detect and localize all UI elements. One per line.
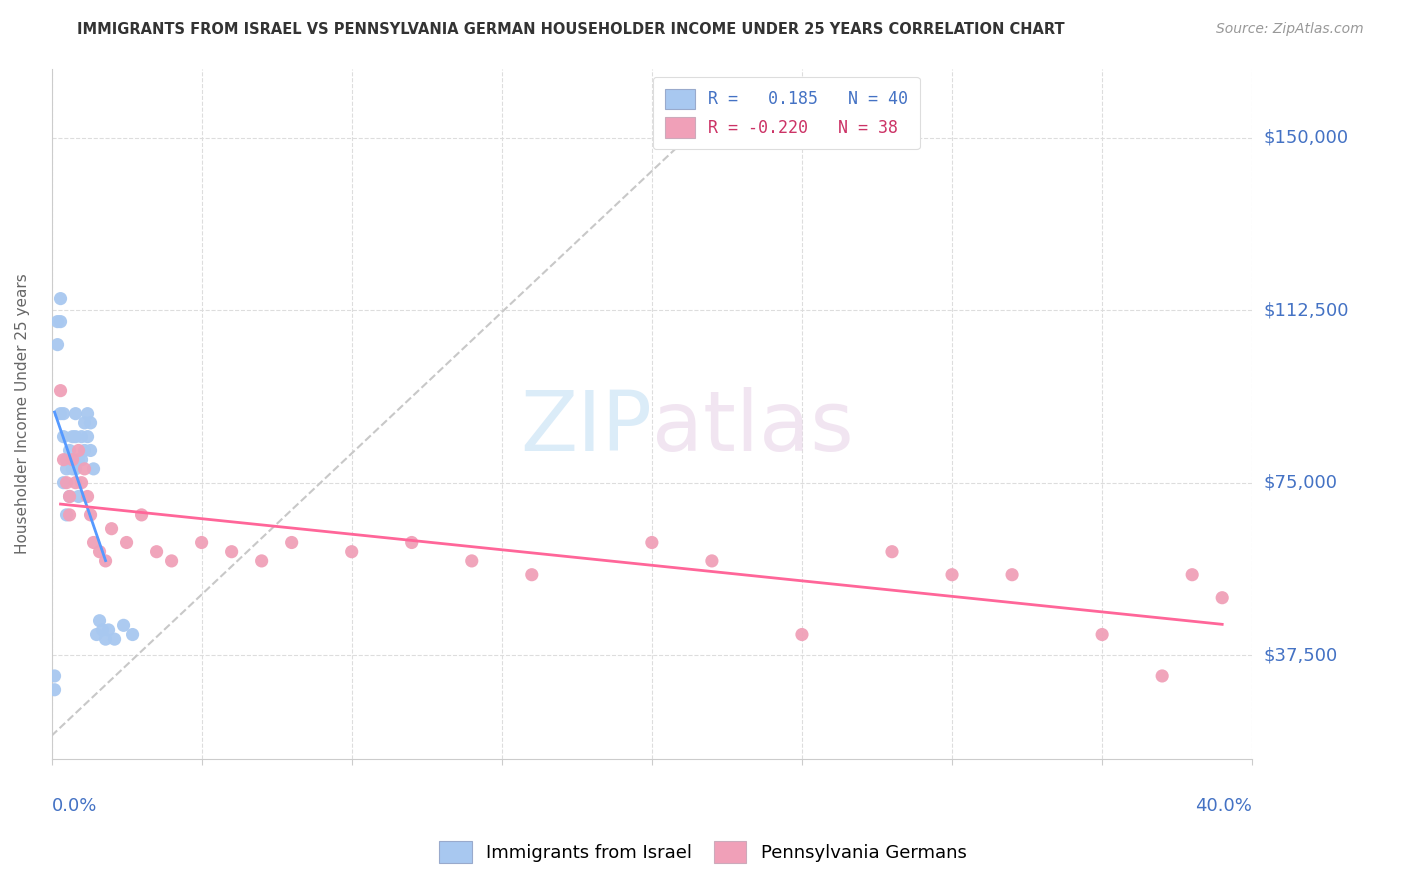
Point <box>55 462 77 476</box>
Point <box>49 315 72 329</box>
Point <box>100 522 122 536</box>
Point <box>65 430 87 444</box>
Text: IMMIGRANTS FROM ISRAEL VS PENNSYLVANIA GERMAN HOUSEHOLDER INCOME UNDER 25 YEARS : IMMIGRANTS FROM ISRAEL VS PENNSYLVANIA G… <box>77 22 1064 37</box>
Point <box>461 554 484 568</box>
Legend: R =   0.185   N = 40, R = -0.220   N = 38: R = 0.185 N = 40, R = -0.220 N = 38 <box>652 77 920 149</box>
Text: atlas: atlas <box>652 387 853 468</box>
Point <box>49 407 72 421</box>
Point <box>94 554 117 568</box>
Point <box>250 554 273 568</box>
Point <box>79 443 101 458</box>
Point <box>91 623 114 637</box>
Point <box>401 535 423 549</box>
Text: ZIP: ZIP <box>520 387 652 468</box>
Point <box>58 452 80 467</box>
Text: $75,000: $75,000 <box>1264 474 1337 491</box>
Point <box>880 545 903 559</box>
Point <box>46 315 69 329</box>
Point <box>641 535 664 549</box>
Legend: Immigrants from Israel, Pennsylvania Germans: Immigrants from Israel, Pennsylvania Ger… <box>429 830 977 874</box>
Point <box>340 545 363 559</box>
Point <box>121 627 143 641</box>
Point <box>76 490 98 504</box>
Point <box>70 475 93 490</box>
Point <box>1211 591 1233 605</box>
Point <box>44 682 66 697</box>
Point <box>145 545 167 559</box>
Y-axis label: Householder Income Under 25 years: Householder Income Under 25 years <box>15 273 30 554</box>
Text: 40.0%: 40.0% <box>1195 797 1253 814</box>
Point <box>221 545 243 559</box>
Point <box>86 627 108 641</box>
Point <box>76 430 98 444</box>
Point <box>89 545 111 559</box>
Text: 0.0%: 0.0% <box>52 797 97 814</box>
Point <box>190 535 212 549</box>
Point <box>103 632 125 647</box>
Point <box>115 535 138 549</box>
Point <box>112 618 135 632</box>
Point <box>73 462 96 476</box>
Point <box>941 567 963 582</box>
Point <box>97 623 120 637</box>
Point <box>1152 669 1174 683</box>
Point <box>58 490 80 504</box>
Point <box>73 416 96 430</box>
Point <box>65 407 87 421</box>
Text: $112,500: $112,500 <box>1264 301 1348 319</box>
Point <box>79 508 101 522</box>
Point <box>70 430 93 444</box>
Point <box>44 669 66 683</box>
Point <box>700 554 723 568</box>
Point <box>49 292 72 306</box>
Point <box>52 407 75 421</box>
Point <box>83 535 105 549</box>
Point <box>58 508 80 522</box>
Point <box>55 475 77 490</box>
Point <box>1181 567 1204 582</box>
Point <box>280 535 302 549</box>
Point <box>46 337 69 351</box>
Point <box>67 443 90 458</box>
Point <box>94 632 117 647</box>
Point <box>160 554 183 568</box>
Point <box>62 430 84 444</box>
Point <box>790 627 813 641</box>
Point <box>52 452 75 467</box>
Point <box>65 462 87 476</box>
Text: $150,000: $150,000 <box>1264 128 1348 146</box>
Point <box>73 443 96 458</box>
Point <box>52 430 75 444</box>
Point <box>65 475 87 490</box>
Point <box>131 508 153 522</box>
Point <box>52 475 75 490</box>
Point <box>62 452 84 467</box>
Point <box>58 490 80 504</box>
Point <box>49 384 72 398</box>
Point <box>89 614 111 628</box>
Text: Source: ZipAtlas.com: Source: ZipAtlas.com <box>1216 22 1364 37</box>
Point <box>55 508 77 522</box>
Point <box>83 462 105 476</box>
Text: $37,500: $37,500 <box>1264 646 1337 665</box>
Point <box>70 452 93 467</box>
Point <box>58 443 80 458</box>
Point <box>62 462 84 476</box>
Point <box>76 407 98 421</box>
Point <box>1001 567 1024 582</box>
Point <box>79 416 101 430</box>
Point <box>1091 627 1114 641</box>
Point <box>520 567 543 582</box>
Point <box>55 452 77 467</box>
Point <box>67 490 90 504</box>
Point <box>67 452 90 467</box>
